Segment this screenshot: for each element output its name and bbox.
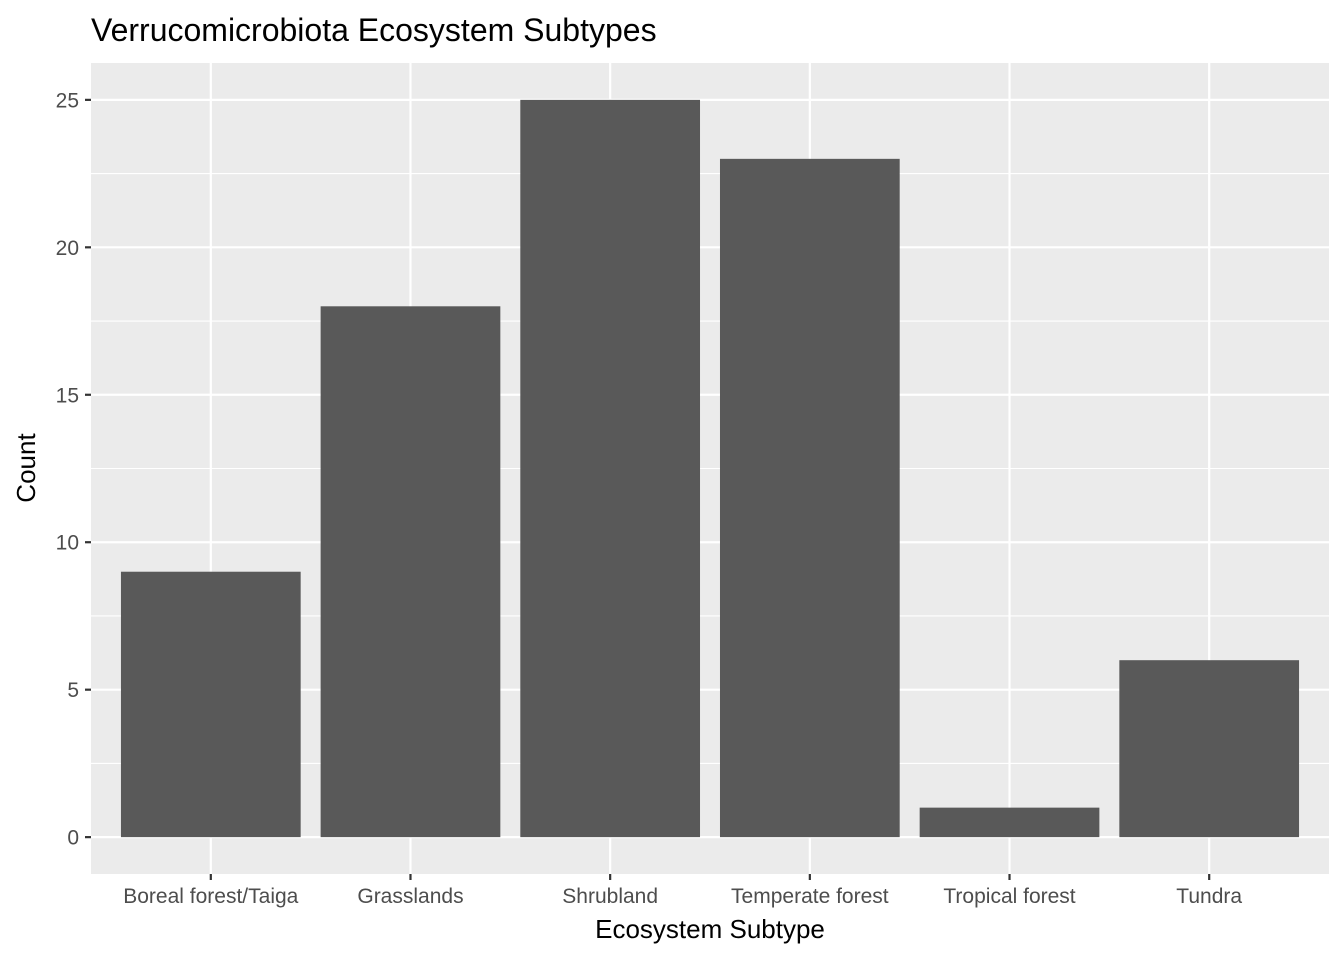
x-axis-title: Ecosystem Subtype — [595, 914, 825, 944]
y-axis-title: Count — [11, 433, 41, 503]
bar — [120, 571, 301, 838]
bar — [520, 99, 701, 838]
y-axis: 0 5 10 15 20 25 — [56, 89, 91, 850]
x-tick-label: Tropical forest — [943, 885, 1075, 908]
x-tick-label: Temperate forest — [731, 885, 889, 908]
bar — [719, 158, 900, 838]
y-tick-label: 5 — [67, 679, 79, 702]
y-tick-label: 25 — [56, 89, 79, 112]
y-tick-label: 20 — [56, 237, 79, 260]
bar — [1119, 660, 1300, 838]
x-axis: Boreal forest/Taiga Grasslands Shrubland Te… — [123, 874, 1242, 908]
x-tick-label: Boreal forest/Taiga — [123, 885, 298, 908]
x-tick-label: Tundra — [1176, 885, 1242, 908]
bars — [120, 99, 1300, 838]
x-tick-label: Shrubland — [562, 885, 658, 908]
chart-title: Verrucomicrobiota Ecosystem Subtypes — [91, 12, 657, 48]
x-tick-label: Grasslands — [357, 885, 463, 908]
bar — [320, 306, 501, 838]
y-tick-label: 15 — [56, 384, 79, 407]
bar — [919, 807, 1100, 838]
y-tick-label: 0 — [67, 827, 79, 850]
y-tick-label: 10 — [56, 532, 79, 555]
